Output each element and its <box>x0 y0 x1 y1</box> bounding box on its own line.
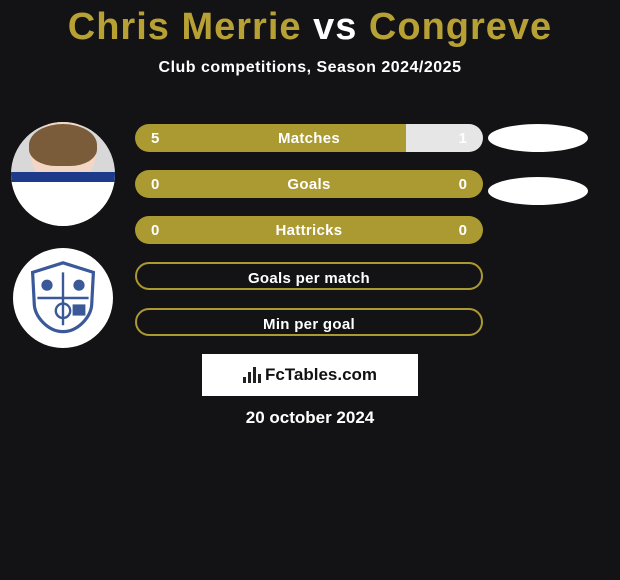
bar-center-label: Min per goal <box>137 310 481 336</box>
bar-center-label: Hattricks <box>135 216 483 244</box>
club-badge <box>13 248 113 348</box>
subtitle: Club competitions, Season 2024/2025 <box>0 49 620 77</box>
stat-row-goals-per-match: Goals per match <box>135 262 483 290</box>
opponent-marker-1 <box>488 124 588 152</box>
brand-box: FcTables.com <box>202 354 418 396</box>
stat-row-goals: 00Goals <box>135 170 483 198</box>
page-title: Chris Merrie vs Congreve <box>0 0 620 49</box>
stat-row-hattricks: 00Hattricks <box>135 216 483 244</box>
player-avatar <box>11 122 115 226</box>
stat-bars: 51Matches 00Goals 00Hattricks Goals per mat… <box>135 124 483 336</box>
title-player2: Congreve <box>369 6 552 48</box>
player-face-illustration <box>11 122 115 226</box>
stat-row-min-per-goal: Min per goal <box>135 308 483 336</box>
bar-center-label: Matches <box>135 124 483 152</box>
title-vs: vs <box>302 6 369 48</box>
date-line: 20 october 2024 <box>0 408 620 428</box>
bar-center-label: Goals <box>135 170 483 198</box>
stat-row-matches: 51Matches <box>135 124 483 152</box>
opponent-marker-2 <box>488 177 588 205</box>
bar-chart-icon <box>243 367 261 383</box>
right-markers <box>488 124 600 205</box>
title-player1: Chris Merrie <box>68 6 302 48</box>
left-avatars <box>8 122 118 348</box>
bar-center-label: Goals per match <box>137 264 481 290</box>
brand-text: FcTables.com <box>265 365 377 385</box>
club-badge-icon <box>23 258 103 338</box>
